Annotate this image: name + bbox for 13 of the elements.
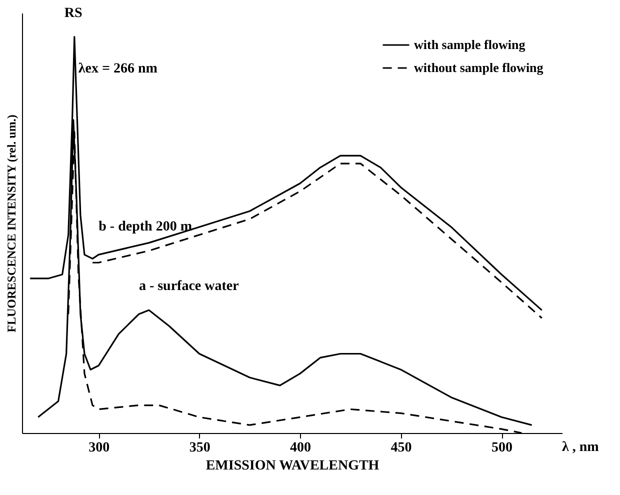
x-tick-label: 300	[88, 440, 110, 456]
x-tick-label: 500	[492, 440, 513, 456]
legend-label: with sample flowing	[414, 37, 526, 52]
x-tick-label: 450	[390, 440, 412, 456]
text: λ , nm	[562, 440, 600, 455]
annotation: RS	[64, 6, 82, 21]
annotation: λex = 266 nm	[78, 61, 158, 76]
legend-label: without sample flowing	[414, 60, 544, 75]
x-tick-label: 350	[189, 440, 210, 456]
y-axis-title: FLUORESCENCE INTENSITY (rel. um.)	[4, 114, 18, 332]
annotation: a - surface water	[138, 279, 239, 294]
x-axis-title: EMISSION WAVELENGTH	[206, 458, 380, 474]
x-tick-label: 400	[290, 440, 312, 456]
